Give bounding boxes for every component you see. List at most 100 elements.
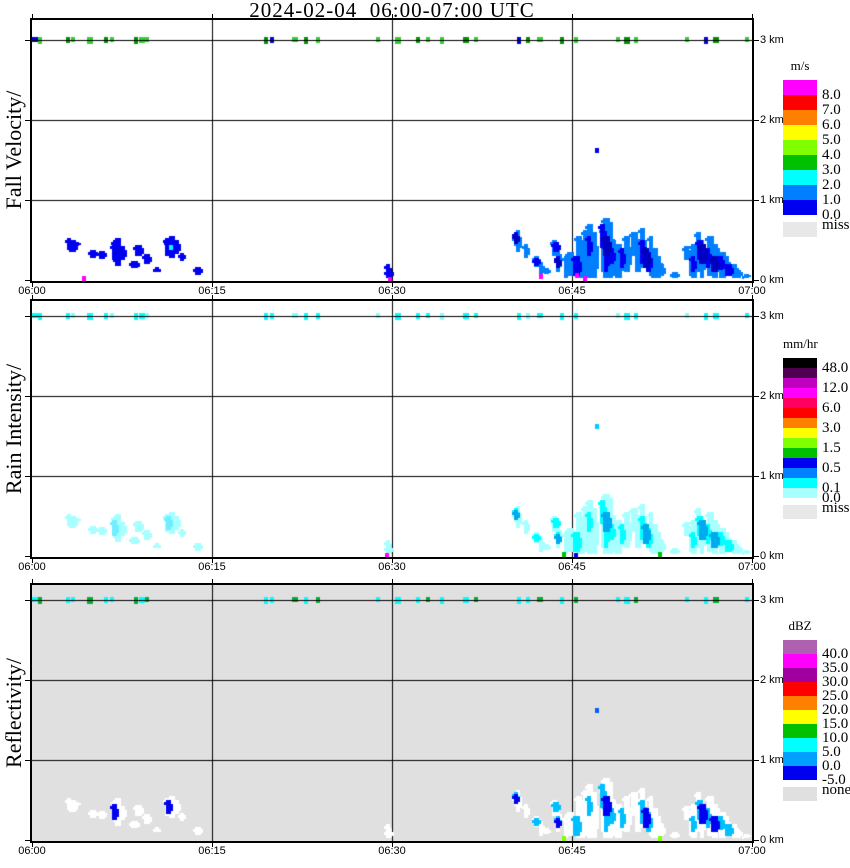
x-tick-label: 07:00	[738, 561, 766, 573]
colorbar-tick-label: 40.0	[822, 646, 849, 662]
echo-canvas-reflectivity	[32, 585, 752, 841]
colorbar-swatch	[783, 125, 817, 140]
axis-tick	[754, 280, 759, 281]
axis-tick	[754, 600, 759, 601]
colorbar-tick-label: 2.0	[822, 177, 841, 193]
axis-tick	[212, 295, 213, 299]
colorbar-swatch	[783, 710, 817, 724]
axis-tick	[25, 760, 30, 761]
colorbar-missing-swatch	[783, 222, 817, 237]
axis-tick	[32, 14, 33, 18]
y-tick-label: 3 km	[760, 594, 784, 606]
x-tick-label: 06:15	[198, 561, 226, 573]
y-tick-label: 3 km	[760, 310, 784, 322]
axis-tick	[25, 476, 30, 477]
echo-canvas-fall-velocity	[32, 20, 752, 281]
colorbar-swatch	[783, 752, 817, 766]
colorbar-tick-label: 20.0	[822, 702, 849, 718]
axis-tick	[392, 579, 393, 583]
x-tick-label: 06:30	[378, 561, 406, 573]
colorbar-unit-dbz: dBZ	[788, 618, 812, 633]
colorbar-swatch	[783, 766, 817, 780]
axis-label-fall-velocity: Fall Velocity/	[1, 90, 26, 210]
colorbar-swatch	[783, 155, 817, 170]
colorbar-tick-label: 0.0	[822, 490, 841, 506]
axis-tick	[212, 579, 213, 583]
axis-tick	[392, 14, 393, 18]
colorbar-tick-label: 6.0	[822, 117, 841, 133]
colorbar-swatch	[783, 448, 817, 458]
colorbar-tick-label: 7.0	[822, 102, 841, 118]
axis-tick	[572, 559, 573, 563]
axis-tick	[25, 600, 30, 601]
y-tick-label: 0 km	[760, 274, 784, 286]
axis-tick	[212, 283, 213, 287]
y-tick-label: 2 km	[760, 674, 784, 686]
y-tick-label: 0 km	[760, 834, 784, 846]
colorbar-tick-label: 30.0	[822, 674, 849, 690]
axis-tick	[212, 14, 213, 18]
colorbar-swatch	[783, 358, 817, 368]
axis-tick	[32, 843, 33, 847]
colorbar-swatch	[783, 696, 817, 710]
y-tick-label: 3 km	[760, 34, 784, 46]
colorbar-swatch	[783, 368, 817, 378]
colorbar-tick-label: 3.0	[822, 162, 841, 178]
colorbar-swatch	[783, 724, 817, 738]
axis-tick	[754, 120, 759, 121]
colorbar-tick-label: 12.0	[822, 380, 849, 396]
axis-tick	[754, 760, 759, 761]
x-tick-label: 06:45	[558, 285, 586, 297]
colorbar-tick-label: 25.0	[822, 688, 849, 704]
colorbar-swatch	[783, 378, 817, 388]
colorbar-swatch	[783, 458, 817, 468]
axis-tick	[25, 200, 30, 201]
axis-tick	[754, 556, 759, 557]
axis-tick	[752, 559, 753, 563]
colorbar-swatch	[783, 640, 817, 654]
axis-label-rain-intensity: Rain Intensity/	[1, 363, 26, 495]
colorbar-swatch	[783, 185, 817, 200]
axis-tick	[392, 559, 393, 563]
axis-tick	[25, 40, 30, 41]
colorbar-missing-swatch	[783, 787, 817, 801]
x-tick-label: 06:30	[378, 285, 406, 297]
x-axis-ticks-fall-velocity: 06:00 06:15 06:30 06:45 07:00	[18, 285, 766, 299]
axis-tick	[754, 840, 759, 841]
colorbar-swatch	[783, 738, 817, 752]
axis-tick	[572, 283, 573, 287]
colorbar-tick-label: 5.0	[822, 132, 841, 148]
axis-label-reflectivity: Reflectivity/	[1, 658, 26, 768]
axis-tick	[25, 120, 30, 121]
colorbar-tick-label: 3.0	[822, 420, 841, 436]
y-tick-label: 2 km	[760, 114, 784, 126]
colorbar-tick-label: 1.0	[822, 192, 841, 208]
axis-tick	[392, 843, 393, 847]
axis-tick	[32, 559, 33, 563]
axis-tick	[25, 680, 30, 681]
x-tick-label: 06:15	[198, 285, 226, 297]
axis-tick	[752, 14, 753, 18]
x-tick-label: 06:00	[18, 561, 46, 573]
y-tick-label: 0 km	[760, 550, 784, 562]
colorbar-unit-mmhr: mm/hr	[783, 336, 818, 351]
x-axis-ticks-reflectivity: 06:00 06:15 06:30 06:45 07:00	[18, 845, 766, 859]
x-axis-ticks-rain-intensity: 06:00 06:15 06:30 06:45 07:00	[18, 561, 766, 575]
x-tick-label: 07:00	[738, 845, 766, 857]
x-tick-label: 06:00	[18, 845, 46, 857]
colorbar-swatch	[783, 468, 817, 478]
axis-tick	[572, 14, 573, 18]
colorbar-tick-label: 6.0	[822, 400, 841, 416]
colorbar-missing-swatch	[783, 505, 817, 519]
colorbar-tick-label: 8.0	[822, 87, 841, 103]
colorbar-swatch	[783, 654, 817, 668]
axis-tick	[25, 280, 30, 281]
plot-area-rain-intensity	[30, 299, 754, 559]
plot-area-fall-velocity	[30, 18, 754, 283]
colorbar-missing-label: none	[822, 782, 850, 798]
plot-area-reflectivity	[30, 583, 754, 843]
axis-tick	[392, 283, 393, 287]
colorbar-swatch	[783, 140, 817, 155]
colorbar-tick-label: 48.0	[822, 360, 849, 376]
